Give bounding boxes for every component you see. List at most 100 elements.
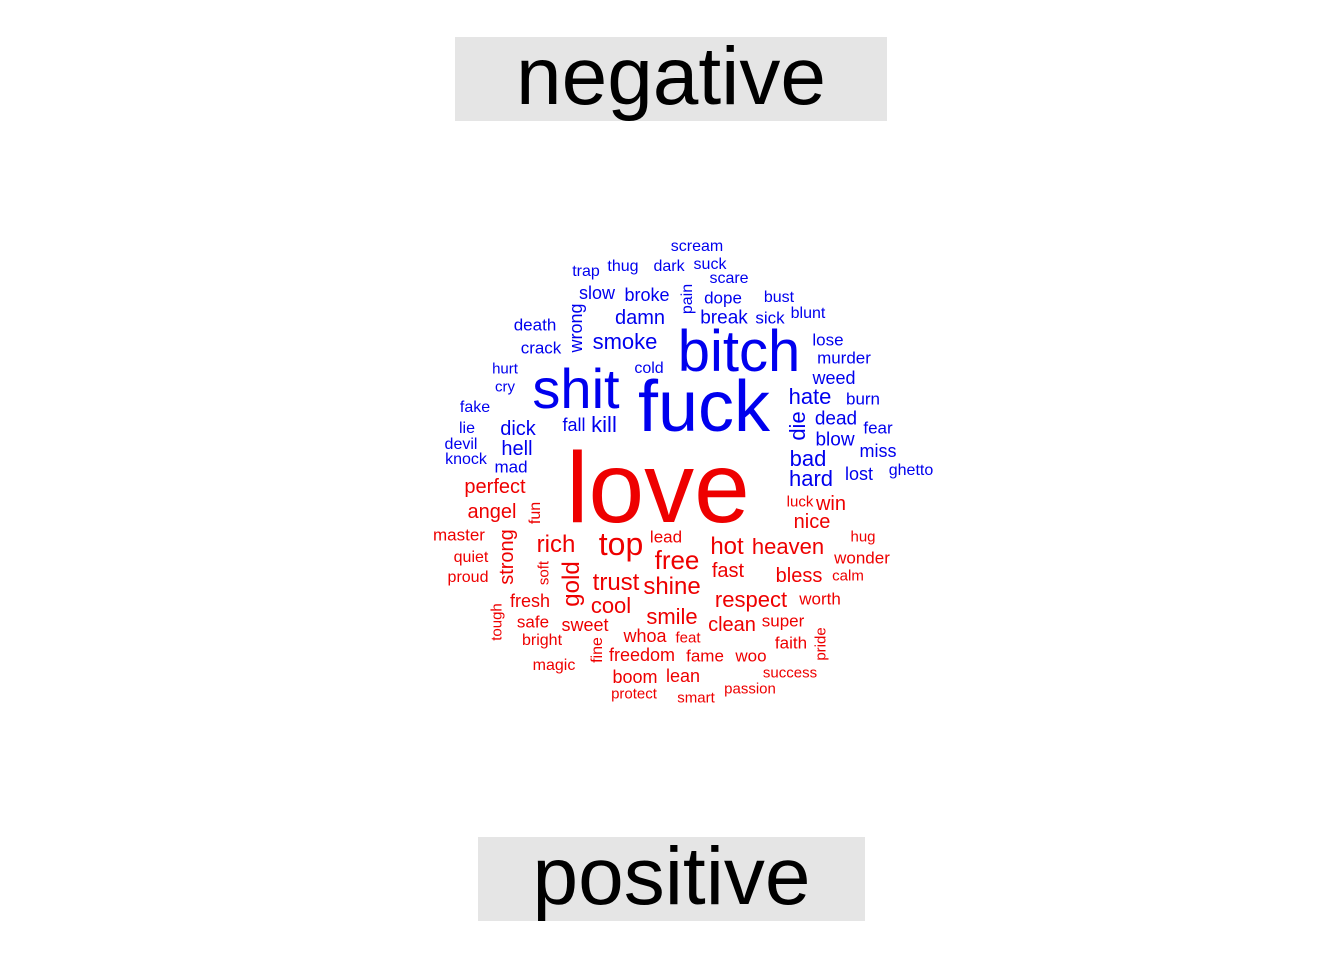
negative-word: lost xyxy=(844,464,874,484)
positive-word: protect xyxy=(611,685,657,703)
positive-word: boom xyxy=(612,667,658,687)
positive-word: clean xyxy=(708,614,756,636)
positive-word: smart xyxy=(677,689,715,707)
negative-word: broke xyxy=(624,285,670,305)
negative-word: pain xyxy=(679,283,696,315)
negative-panel-label: negative xyxy=(455,31,887,122)
negative-word: hate xyxy=(788,384,832,409)
negative-word: smoke xyxy=(592,329,658,354)
negative-word: hurt xyxy=(492,360,518,378)
negative-word: bust xyxy=(763,289,795,306)
negative-word: kill xyxy=(591,412,617,437)
negative-word: bad xyxy=(789,446,827,471)
positive-word: perfect xyxy=(464,476,526,498)
negative-word: miss xyxy=(859,441,897,461)
negative-word: death xyxy=(513,315,557,335)
positive-word: angel xyxy=(467,501,517,523)
positive-label-text: positive xyxy=(532,831,811,922)
positive-word: quiet xyxy=(453,549,489,566)
negative-word: bitch xyxy=(677,319,801,384)
negative-word: mad xyxy=(494,457,528,477)
positive-word: trust xyxy=(592,569,640,596)
positive-word: feat xyxy=(675,629,701,647)
negative-word: dick xyxy=(500,418,536,440)
positive-word: cool xyxy=(590,593,632,618)
negative-label-text: negative xyxy=(515,31,827,122)
positive-word: whoa xyxy=(623,626,667,646)
positive-word: rich xyxy=(536,531,576,558)
positive-word: magic xyxy=(532,657,576,674)
positive-word: fast xyxy=(711,560,745,582)
positive-word: win xyxy=(815,493,847,515)
positive-word: faith xyxy=(774,633,808,653)
negative-word: blow xyxy=(815,429,855,451)
negative-word: blunt xyxy=(790,305,826,322)
negative-word: sick xyxy=(755,308,785,328)
negative-word: burn xyxy=(845,389,881,409)
positive-word: woo xyxy=(735,646,767,666)
negative-word: scream xyxy=(670,238,724,255)
positive-word: strong xyxy=(496,529,518,585)
positive-word: hot xyxy=(710,533,744,560)
negative-word: ghetto xyxy=(888,462,934,479)
positive-word: bless xyxy=(775,565,823,587)
positive-word: gold xyxy=(558,561,585,607)
positive-word: super xyxy=(761,611,805,631)
positive-word: smile xyxy=(646,604,698,629)
negative-word: hell xyxy=(501,438,533,460)
negative-word: cold xyxy=(634,360,664,377)
negative-word: break xyxy=(700,307,748,329)
positive-word: top xyxy=(598,526,644,562)
negative-word: weed xyxy=(812,368,856,388)
positive-word: worth xyxy=(799,589,841,609)
positive-word: passion xyxy=(724,680,776,698)
positive-word: lean xyxy=(665,666,701,686)
positive-word: soft xyxy=(535,560,553,586)
negative-word: dark xyxy=(653,258,685,275)
negative-word: lose xyxy=(812,330,844,350)
negative-word: shit xyxy=(532,357,620,420)
negative-word: cry xyxy=(495,378,515,396)
negative-word: trap xyxy=(572,263,600,280)
positive-word: wonder xyxy=(834,548,890,568)
positive-word: heaven xyxy=(751,534,825,559)
negative-word: crack xyxy=(520,338,562,358)
positive-word: safe xyxy=(516,612,550,632)
negative-word: die xyxy=(785,411,810,441)
positive-word: fun xyxy=(527,501,544,525)
negative-word: hard xyxy=(788,466,834,491)
positive-word: lead xyxy=(649,527,683,547)
negative-word: murder xyxy=(817,348,871,368)
negative-word: lie xyxy=(458,420,476,437)
negative-word: devil xyxy=(444,436,478,453)
positive-word: fine xyxy=(589,637,606,663)
positive-word: freedom xyxy=(608,645,676,665)
positive-word: pride xyxy=(812,627,830,661)
negative-word: damn xyxy=(614,307,666,329)
negative-word: fake xyxy=(459,399,491,416)
positive-word: sweet xyxy=(561,615,609,635)
positive-word: fame xyxy=(686,646,724,666)
negative-word: dead xyxy=(814,408,858,430)
positive-word: respect xyxy=(714,587,788,612)
positive-word: tough xyxy=(488,603,506,641)
positive-word: proud xyxy=(447,569,489,586)
positive-word: luck xyxy=(786,493,814,511)
positive-word: calm xyxy=(832,567,864,585)
negative-word: fall xyxy=(562,415,586,435)
negative-word: fear xyxy=(863,418,893,438)
negative-word: slow xyxy=(578,283,616,303)
negative-word: scare xyxy=(709,270,749,287)
negative-word: dope xyxy=(704,288,742,308)
positive-word: master xyxy=(433,525,485,545)
positive-word: love xyxy=(566,432,750,544)
negative-word: suck xyxy=(693,256,727,273)
positive-panel-label: positive xyxy=(478,831,865,922)
negative-word: wrong xyxy=(566,303,586,353)
positive-word: shine xyxy=(643,573,701,600)
positive-word: free xyxy=(654,545,700,575)
negative-word: knock xyxy=(445,451,487,468)
positive-word: fresh xyxy=(509,591,551,611)
positive-word: success xyxy=(762,664,818,682)
